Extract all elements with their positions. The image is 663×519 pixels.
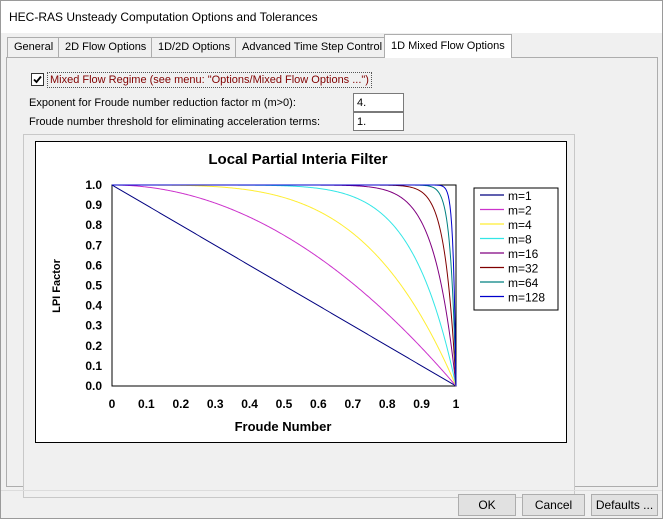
exponent-label: Exponent for Froude number reduction fac… (29, 97, 296, 109)
x-tick-label: 0 (109, 397, 116, 411)
lpi-chart: Local Partial Interia Filter Froude Numb… (35, 141, 567, 443)
y-axis-label: LPI Factor (51, 258, 63, 313)
mixed-flow-checkbox[interactable] (31, 73, 44, 86)
y-tick-label: 0.2 (85, 339, 102, 353)
legend-label: m=8 (508, 233, 532, 247)
tab-1d-2d-options[interactable]: 1D/2D Options (151, 37, 238, 57)
y-tick-label: 0.6 (85, 258, 102, 272)
x-tick-label: 0.9 (413, 397, 430, 411)
y-tick-label: 0.0 (85, 379, 102, 393)
legend-label: m=1 (508, 189, 532, 203)
defaults-button[interactable]: Defaults ... (591, 494, 658, 516)
legend-label: m=32 (508, 262, 539, 276)
x-tick-label: 0.3 (207, 397, 224, 411)
x-tick-label: 0.4 (241, 397, 258, 411)
series-line-m-2 (112, 184, 457, 387)
tab-1d-mixed-flow-options[interactable]: 1D Mixed Flow Options (384, 34, 512, 58)
lpi-chart-svg: Local Partial Interia Filter Froude Numb… (51, 151, 559, 434)
threshold-input[interactable] (353, 112, 404, 131)
y-tick-label: 0.7 (85, 238, 102, 252)
y-tick-label: 0.1 (85, 359, 102, 373)
y-tick-label: 0.8 (85, 218, 102, 232)
tab-advanced-time-step-control[interactable]: Advanced Time Step Control (235, 37, 390, 57)
x-tick-label: 0.1 (138, 397, 155, 411)
mixed-flow-checkbox-label[interactable]: Mixed Flow Regime (see menu: "Options/Mi… (47, 72, 372, 88)
chart-title: Local Partial Interia Filter (208, 151, 387, 168)
x-tick-label: 0.6 (310, 397, 327, 411)
legend-label: m=16 (508, 247, 539, 261)
legend-label: m=4 (508, 218, 532, 232)
window-title: HEC-RAS Unsteady Computation Options and… (9, 10, 318, 24)
cancel-button[interactable]: Cancel (522, 494, 585, 516)
x-tick-label: 1 (453, 397, 460, 411)
y-tick-label: 0.9 (85, 198, 102, 212)
exponent-input[interactable] (353, 93, 404, 112)
y-tick-label: 0.5 (85, 279, 102, 293)
x-tick-label: 0.7 (344, 397, 361, 411)
tab-general[interactable]: General (7, 37, 61, 57)
legend-label: m=2 (508, 204, 532, 218)
x-axis-label: Froude Number (235, 419, 332, 434)
tab-2d-flow-options[interactable]: 2D Flow Options (58, 37, 154, 57)
x-tick-label: 0.8 (379, 397, 396, 411)
x-tick-label: 0.5 (276, 397, 293, 411)
y-tick-label: 0.3 (85, 319, 102, 333)
legend-label: m=64 (508, 276, 539, 290)
button-separator (1, 490, 662, 491)
legend-label: m=128 (508, 291, 545, 305)
series-line-m-1 (111, 184, 457, 387)
legend-box (473, 187, 559, 311)
x-tick-label: 0.2 (172, 397, 189, 411)
threshold-label: Froude number threshold for eliminating … (29, 116, 321, 128)
checkmark-icon (33, 75, 42, 84)
y-tick-label: 0.4 (85, 299, 102, 313)
ok-button[interactable]: OK (458, 494, 516, 516)
y-tick-label: 1.0 (85, 178, 102, 192)
title-bar[interactable]: HEC-RAS Unsteady Computation Options and… (1, 1, 662, 33)
series-line-m-128 (112, 184, 457, 387)
